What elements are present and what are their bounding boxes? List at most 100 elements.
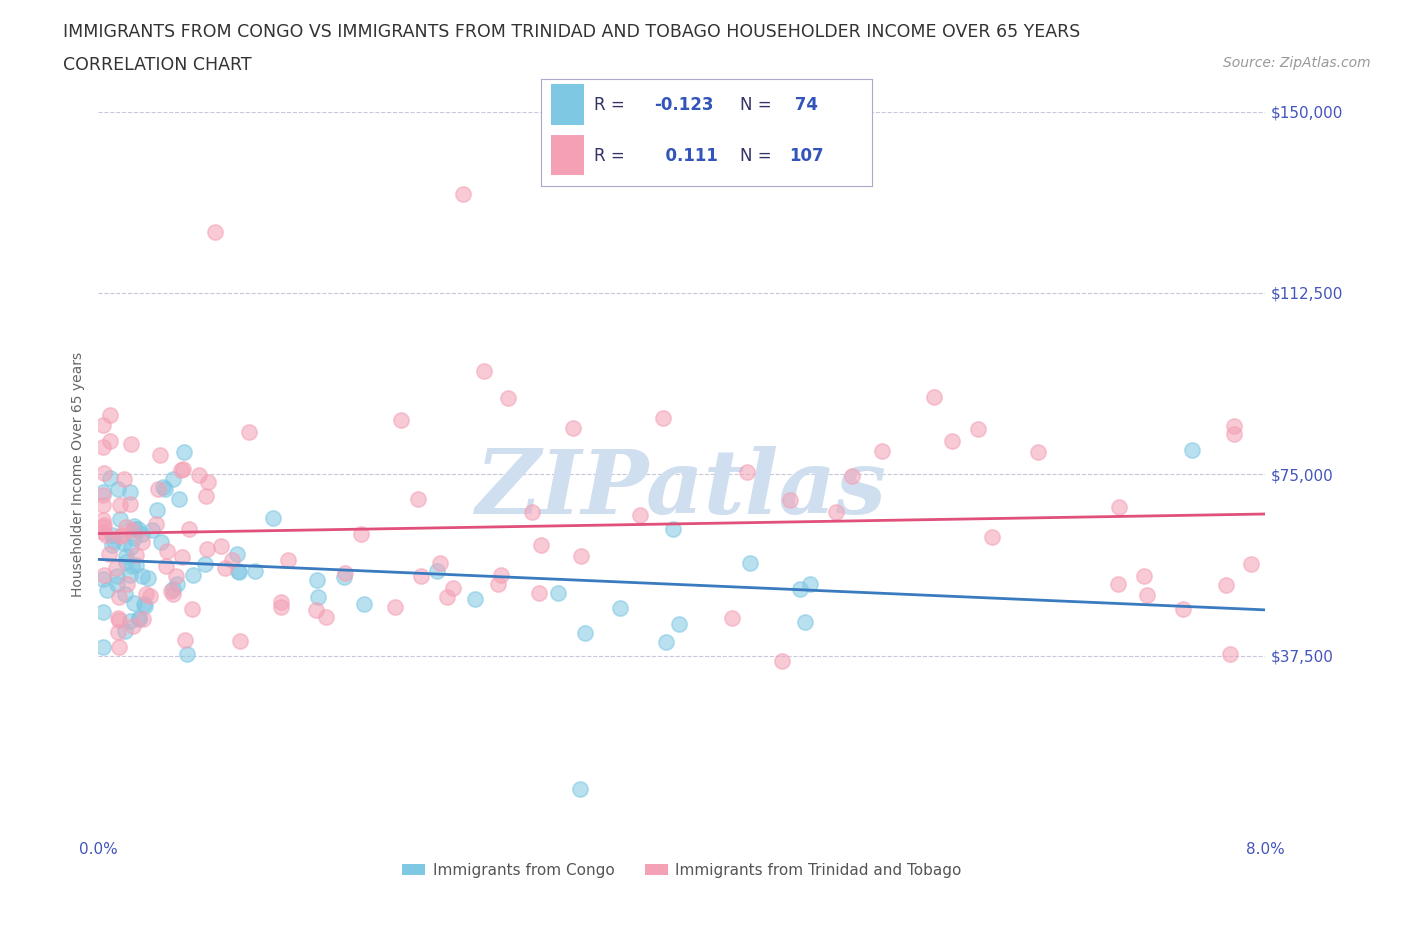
Point (125, 548, 148, 563)
Point (740, 555, 762, 570)
Point (153, 482, 176, 497)
Point (194, 557, 217, 572)
Point (152, 480, 174, 495)
Point (101, 527, 124, 542)
Point (132, 612, 155, 627)
Point (91, 572, 114, 587)
Point (124, 522, 146, 537)
Point (389, 413, 412, 428)
Point (115, 577, 138, 591)
Point (277, 552, 299, 567)
Text: ZIPatlas: ZIPatlas (477, 445, 887, 532)
Point (108, 590, 131, 604)
Point (166, 576, 188, 591)
Point (668, 616, 690, 631)
Point (561, 420, 583, 435)
Point (568, 781, 591, 796)
Y-axis label: Householder Income Over 65 years: Householder Income Over 65 years (72, 352, 86, 597)
Text: 74: 74 (789, 96, 818, 113)
Point (472, 364, 495, 379)
Point (1181, 443, 1204, 458)
Point (1108, 499, 1130, 514)
Point (498, 391, 520, 405)
Point (179, 521, 201, 536)
Point (145, 516, 167, 531)
Point (779, 493, 801, 508)
Point (1223, 427, 1246, 442)
Point (195, 488, 218, 503)
Point (1215, 578, 1237, 592)
Text: 0.111: 0.111 (654, 147, 717, 165)
Point (655, 634, 678, 649)
Point (799, 577, 821, 591)
Point (197, 541, 219, 556)
Point (1133, 568, 1156, 583)
Point (486, 577, 509, 591)
Point (304, 603, 326, 618)
Point (98, 471, 121, 485)
Point (107, 481, 129, 496)
Text: R =: R = (595, 96, 624, 113)
Point (105, 561, 128, 576)
Point (214, 560, 236, 575)
Point (91, 485, 114, 499)
Text: R =: R = (595, 147, 624, 165)
Point (120, 568, 142, 583)
Point (139, 589, 162, 604)
Point (221, 552, 243, 567)
Point (105, 577, 128, 591)
Point (98, 546, 121, 561)
Point (118, 485, 141, 499)
Point (103, 534, 125, 549)
Point (436, 590, 458, 604)
Point (794, 615, 817, 630)
Point (350, 526, 373, 541)
Point (169, 491, 191, 506)
Point (91, 440, 114, 455)
Point (204, 225, 226, 240)
Text: CORRELATION CHART: CORRELATION CHART (63, 56, 252, 73)
Point (170, 463, 193, 478)
Point (451, 186, 474, 201)
Point (93, 466, 115, 481)
Point (118, 614, 141, 629)
Point (111, 527, 134, 542)
Text: 107: 107 (789, 147, 824, 165)
Point (91, 604, 114, 619)
Point (426, 564, 449, 578)
Point (124, 530, 146, 545)
Point (527, 586, 550, 601)
Point (183, 567, 205, 582)
Point (141, 523, 163, 538)
Point (155, 559, 177, 574)
Point (870, 444, 893, 458)
Point (125, 558, 148, 573)
Point (187, 468, 209, 483)
Point (108, 613, 131, 628)
Point (115, 519, 138, 534)
Text: N =: N = (740, 147, 770, 165)
Point (547, 585, 569, 600)
Point (197, 474, 219, 489)
Point (156, 543, 179, 558)
Point (384, 599, 406, 614)
Point (120, 437, 142, 452)
Point (112, 472, 135, 486)
Point (408, 492, 430, 507)
Point (170, 550, 193, 565)
Point (136, 570, 159, 585)
Point (149, 447, 172, 462)
Point (270, 600, 292, 615)
Point (841, 469, 863, 484)
Point (789, 581, 811, 596)
Point (115, 549, 138, 564)
Point (1240, 557, 1263, 572)
Point (93, 567, 115, 582)
Point (120, 539, 142, 554)
Point (307, 573, 329, 588)
Point (270, 595, 292, 610)
Point (131, 526, 153, 541)
Point (146, 481, 169, 496)
Point (315, 609, 337, 624)
Point (409, 568, 432, 583)
